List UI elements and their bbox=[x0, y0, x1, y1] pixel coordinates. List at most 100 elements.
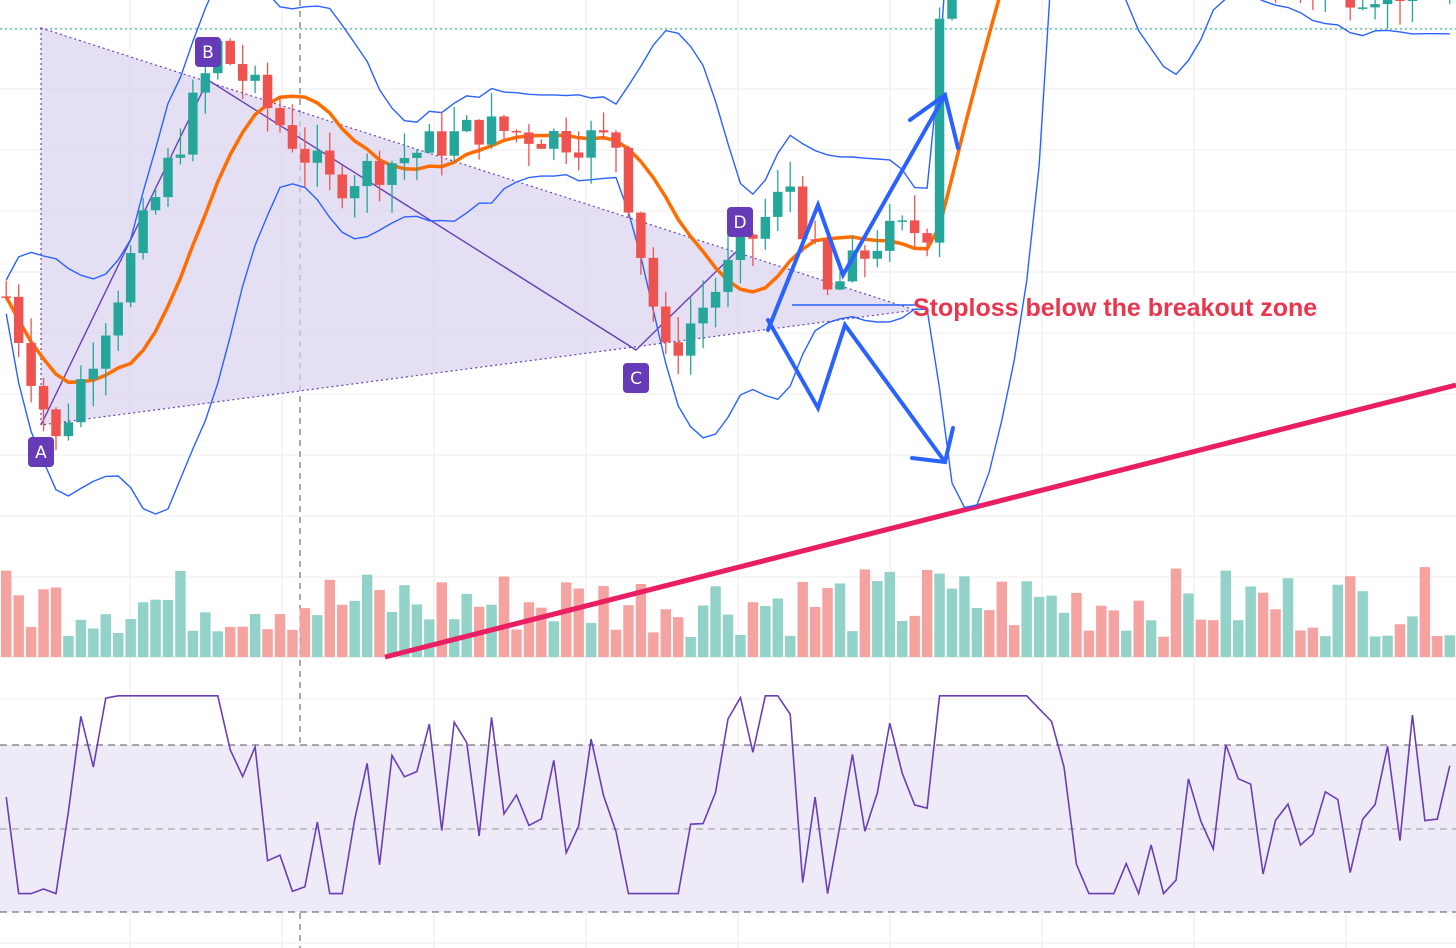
pattern-label-box bbox=[195, 37, 221, 67]
volume-bar bbox=[809, 606, 821, 657]
candle-body bbox=[51, 409, 61, 437]
volume-bar bbox=[1382, 635, 1393, 657]
candle-body bbox=[1382, 0, 1393, 5]
volume-bar bbox=[436, 582, 448, 657]
candle-body bbox=[549, 130, 559, 149]
volume-bar bbox=[75, 619, 87, 657]
candle-body bbox=[636, 212, 646, 258]
candle-body bbox=[685, 323, 696, 356]
candle-body bbox=[424, 131, 435, 153]
volume-bar bbox=[772, 598, 784, 657]
volume-bar bbox=[1145, 620, 1157, 657]
candle-body bbox=[225, 40, 235, 65]
bearish-arrowhead bbox=[910, 426, 955, 465]
volume-bar bbox=[946, 588, 958, 657]
volume-bar bbox=[411, 604, 423, 657]
volume-bar bbox=[573, 588, 584, 657]
volume-bar bbox=[1096, 605, 1107, 657]
volume-bar bbox=[623, 605, 634, 657]
candle-body bbox=[735, 234, 746, 260]
candle-body bbox=[785, 186, 795, 192]
volume-bar bbox=[1394, 624, 1406, 657]
candle-body bbox=[810, 239, 820, 241]
volume-bar bbox=[859, 569, 871, 657]
candle-body bbox=[499, 116, 509, 131]
volume-bar bbox=[1232, 620, 1244, 657]
candle-body bbox=[437, 131, 447, 156]
pattern-label-box bbox=[28, 437, 54, 467]
volume-bar bbox=[1369, 636, 1381, 657]
volume-bar bbox=[560, 582, 572, 657]
candle-body bbox=[1345, 0, 1355, 8]
volume-bar bbox=[324, 579, 336, 657]
volume-bar bbox=[523, 602, 535, 657]
volume-bar bbox=[38, 589, 49, 657]
volume-bar bbox=[1158, 636, 1169, 657]
candle-body bbox=[1395, 0, 1405, 1]
candle-body bbox=[673, 342, 683, 356]
candle-body bbox=[1407, 0, 1418, 1]
bullish-arrowhead bbox=[908, 91, 960, 150]
volume-bar bbox=[548, 621, 560, 657]
volume-bar bbox=[697, 605, 709, 657]
volume-bar bbox=[585, 622, 597, 657]
volume-bar bbox=[635, 584, 647, 657]
candle-body bbox=[536, 143, 547, 149]
rsi-line bbox=[5, 694, 1451, 897]
volume-bar bbox=[336, 604, 348, 657]
stoploss-annotation: Stoploss below the breakout zone bbox=[913, 294, 1317, 322]
candle-body bbox=[1370, 4, 1380, 8]
volume-bar bbox=[984, 610, 995, 657]
volume-bar bbox=[349, 600, 360, 657]
volume-bar bbox=[1245, 586, 1256, 657]
candle-body bbox=[188, 92, 198, 155]
candle-body bbox=[561, 130, 571, 153]
volume-bar bbox=[1320, 636, 1331, 657]
candle-body bbox=[150, 197, 161, 211]
volume-bar bbox=[784, 635, 796, 657]
volume-bar bbox=[660, 609, 672, 657]
volume-bar bbox=[1021, 581, 1032, 657]
volume-bar bbox=[175, 570, 186, 657]
volume-bar bbox=[959, 576, 970, 657]
volume-bar bbox=[1257, 592, 1269, 657]
volume-bar bbox=[1120, 630, 1132, 657]
volume-bar bbox=[1295, 630, 1306, 657]
candle-body bbox=[76, 379, 86, 423]
volume-bar bbox=[511, 629, 522, 657]
candle-body bbox=[586, 130, 596, 158]
rsi-panel bbox=[0, 694, 1456, 913]
volume-bar bbox=[50, 587, 62, 657]
volume-bar bbox=[200, 612, 211, 657]
candle-body bbox=[648, 257, 659, 307]
volume-bar bbox=[1046, 595, 1057, 657]
volume-bar bbox=[262, 629, 273, 657]
candle-body bbox=[262, 74, 273, 109]
pattern-label-c: C bbox=[630, 369, 642, 389]
volume-bar bbox=[212, 631, 224, 657]
volume-bar bbox=[1332, 584, 1344, 657]
candle-body bbox=[387, 163, 397, 185]
volume-bar bbox=[598, 586, 609, 657]
candle-body bbox=[934, 18, 945, 243]
zigzag-arrows bbox=[766, 91, 960, 465]
candle-body bbox=[797, 186, 808, 240]
pattern-label-box bbox=[727, 207, 753, 237]
candle-body bbox=[623, 147, 634, 213]
volume-bar bbox=[909, 615, 920, 657]
candle-body bbox=[38, 385, 49, 410]
candle-body bbox=[598, 130, 609, 133]
volume-bar bbox=[884, 571, 896, 657]
volume-bar bbox=[747, 602, 759, 657]
candle-body bbox=[835, 281, 845, 290]
volume-bar bbox=[1282, 578, 1294, 657]
volume-bar bbox=[896, 620, 908, 657]
volume-bar bbox=[1407, 616, 1418, 657]
volume-bar bbox=[100, 614, 112, 657]
volume-bar bbox=[274, 614, 286, 657]
volume-bar bbox=[386, 611, 398, 657]
pattern-label-d: D bbox=[733, 213, 746, 233]
volume-bar bbox=[1307, 627, 1319, 657]
abcd-pattern bbox=[40, 27, 916, 426]
candle-body bbox=[312, 150, 323, 163]
